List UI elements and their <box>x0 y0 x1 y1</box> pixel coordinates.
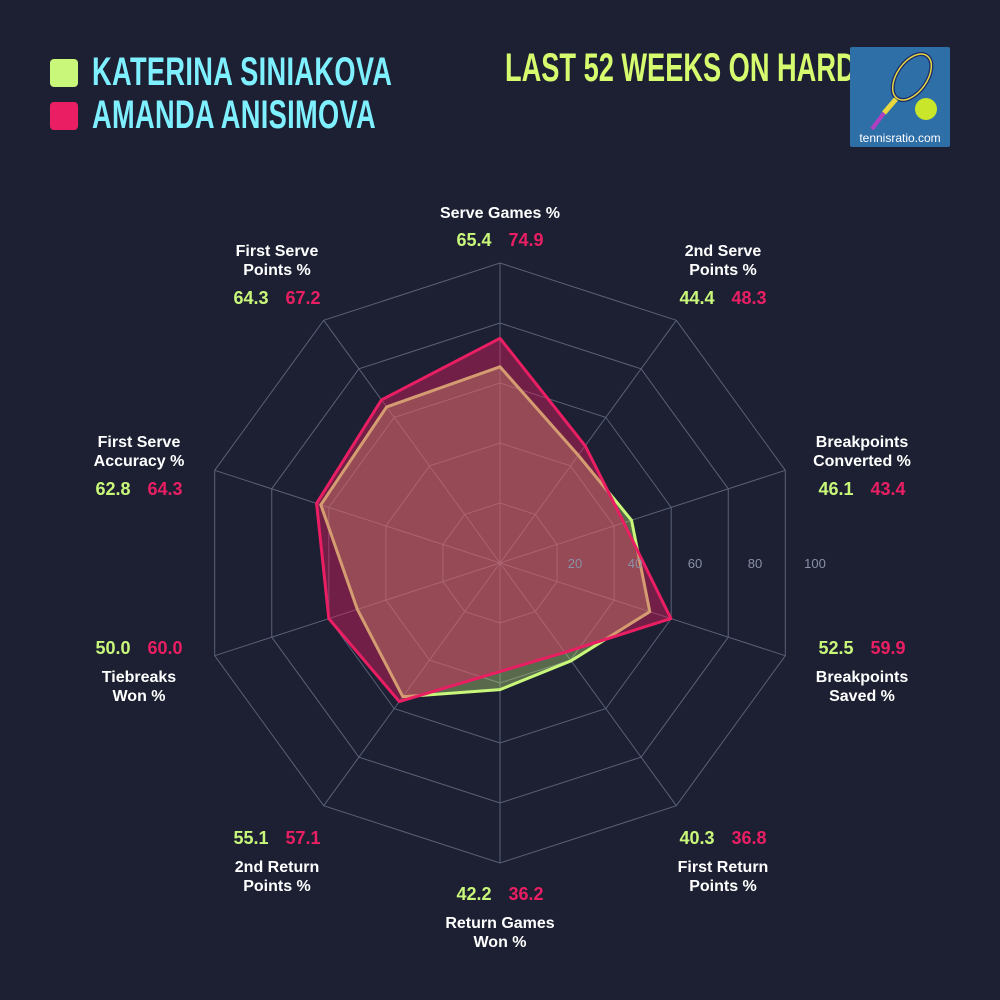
legend-label: KATERINA SINIAKOVA <box>92 50 393 94</box>
axis-label: First Serve <box>236 243 319 260</box>
data-label-1: 36.2 <box>508 884 543 904</box>
axis-label: Tiebreaks <box>102 669 177 686</box>
legend-item-anisimova: AMANDA ANISIMOVA <box>50 93 510 138</box>
data-label-1: 48.3 <box>731 288 766 308</box>
data-label-0: 40.3 <box>679 828 714 848</box>
grid-spoke <box>499 320 677 564</box>
series-polygon-1 <box>315 336 673 704</box>
axis-label: Points % <box>243 878 311 895</box>
axis-label: First Serve <box>98 434 181 451</box>
data-label-1: 64.3 <box>147 479 182 499</box>
data-label-1: 74.9 <box>508 230 543 250</box>
data-label-1: 67.2 <box>285 288 320 308</box>
data-label-0: 44.4 <box>679 288 714 308</box>
data-label-0: 52.5 <box>818 638 853 658</box>
axis-label: Won % <box>112 688 165 705</box>
data-label-1: 60.0 <box>147 638 182 658</box>
legend-swatch <box>50 58 78 87</box>
axis-label: First Return <box>678 859 769 876</box>
axis-label: Breakpoints <box>816 669 909 686</box>
data-label-1: 59.9 <box>870 638 905 658</box>
tick-label: 60 <box>688 556 702 571</box>
racket-ball-icon <box>870 52 937 131</box>
grid-spoke <box>214 469 501 564</box>
grid-spoke <box>323 562 501 806</box>
data-label-0: 55.1 <box>233 828 268 848</box>
data-label-0: 62.8 <box>95 479 130 499</box>
legend-label: AMANDA ANISIMOVA <box>92 93 376 137</box>
axis-label: 2nd Return <box>235 859 319 876</box>
chart-title: LAST 52 WEEKS ON HARD <box>505 46 856 90</box>
axis-label: Converted % <box>813 453 911 470</box>
tick-label: 20 <box>568 556 582 571</box>
data-label-0: 42.2 <box>456 884 491 904</box>
data-label-0: 50.0 <box>95 638 130 658</box>
tick-label: 80 <box>748 556 762 571</box>
data-label-0: 46.1 <box>818 479 853 499</box>
legend-swatch <box>50 101 78 130</box>
axis-label: Serve Games % <box>440 205 560 222</box>
grid-spoke <box>499 469 786 564</box>
tick-label: 40 <box>628 556 642 571</box>
axis-label: Points % <box>689 262 757 279</box>
tick-label: 100 <box>804 556 826 571</box>
data-label-1: 43.4 <box>870 479 905 499</box>
grid-spoke <box>323 320 501 564</box>
axis-label: Return Games <box>445 915 554 932</box>
series-polygon-0 <box>319 365 652 699</box>
grid-spoke <box>499 562 786 657</box>
axis-label: Accuracy % <box>94 453 185 470</box>
axis-label: Points % <box>689 878 757 895</box>
data-label-1: 36.8 <box>731 828 766 848</box>
axis-label: Won % <box>473 934 526 951</box>
axis-label: Breakpoints <box>816 434 909 451</box>
axis-label: Saved % <box>829 688 895 705</box>
legend-item-siniakova: KATERINA SINIAKOVA <box>50 50 534 95</box>
data-label-0: 64.3 <box>233 288 268 308</box>
tennisratio-logo: tennisratio.com <box>850 47 950 147</box>
logo-text: tennisratio.com <box>859 131 941 145</box>
axis-label: Points % <box>243 262 311 279</box>
axis-label: 2nd Serve <box>685 243 762 260</box>
data-label-0: 65.4 <box>456 230 491 250</box>
data-label-1: 57.1 <box>285 828 320 848</box>
grid-spoke <box>499 562 677 806</box>
